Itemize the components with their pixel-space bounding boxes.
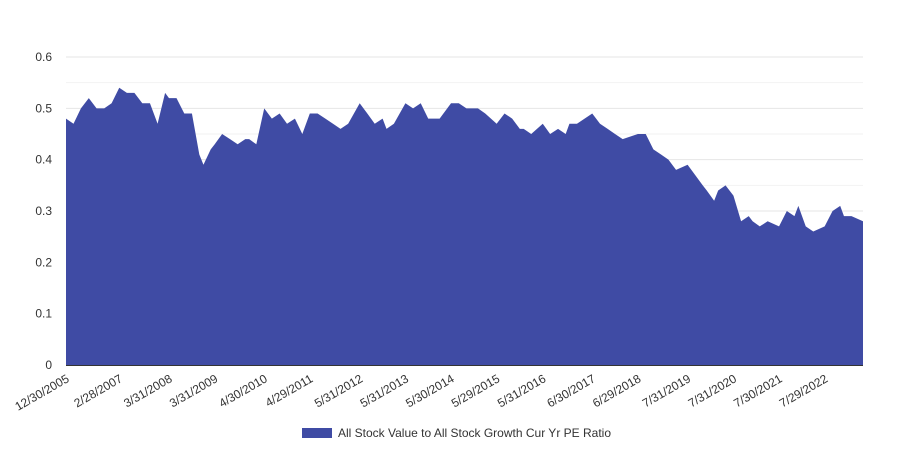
- y-tick-label: 0.2: [35, 255, 52, 269]
- x-tick-label: 7/31/2019: [640, 371, 694, 410]
- x-tick-label: 6/30/2017: [545, 371, 599, 410]
- x-tick-label: 5/30/2014: [403, 371, 457, 410]
- legend: All Stock Value to All Stock Growth Cur …: [0, 426, 913, 440]
- x-tick-label: 3/31/2008: [121, 371, 175, 410]
- x-tick-label: 5/29/2015: [449, 371, 503, 410]
- x-tick-label: 2/28/2007: [72, 371, 126, 410]
- x-tick-label: 5/31/2016: [495, 371, 549, 410]
- legend-label: All Stock Value to All Stock Growth Cur …: [338, 426, 611, 440]
- y-tick-label: 0.5: [35, 101, 52, 115]
- x-tick-label: 7/30/2021: [731, 371, 785, 410]
- x-tick-label: 5/31/2012: [312, 371, 366, 410]
- y-axis-tick-labels: 0 0.1 0.2 0.3 0.4 0.5 0.6: [35, 50, 52, 372]
- x-tick-label: 3/31/2009: [167, 371, 221, 410]
- y-tick-label: 0: [45, 358, 52, 372]
- series-layer: [66, 87, 863, 366]
- x-tick-label: 7/31/2020: [686, 371, 740, 410]
- y-tick-label: 0.1: [35, 307, 52, 321]
- legend-swatch: [302, 428, 332, 438]
- y-tick-label: 0.4: [35, 153, 52, 167]
- x-tick-label: 7/29/2022: [777, 371, 831, 410]
- y-tick-label: 0.3: [35, 204, 52, 218]
- y-tick-label: 0.6: [35, 50, 52, 64]
- x-tick-label: 5/31/2013: [358, 371, 412, 410]
- x-tick-label: 4/29/2011: [263, 371, 316, 410]
- x-tick-label: 12/30/2005: [12, 371, 71, 413]
- x-tick-label: 6/29/2018: [590, 371, 644, 410]
- series-area: [66, 87, 863, 366]
- x-tick-label: 4/30/2010: [216, 371, 270, 410]
- x-axis-tick-labels: 12/30/2005 2/28/20073/31/20083/31/20094/3…: [12, 371, 830, 413]
